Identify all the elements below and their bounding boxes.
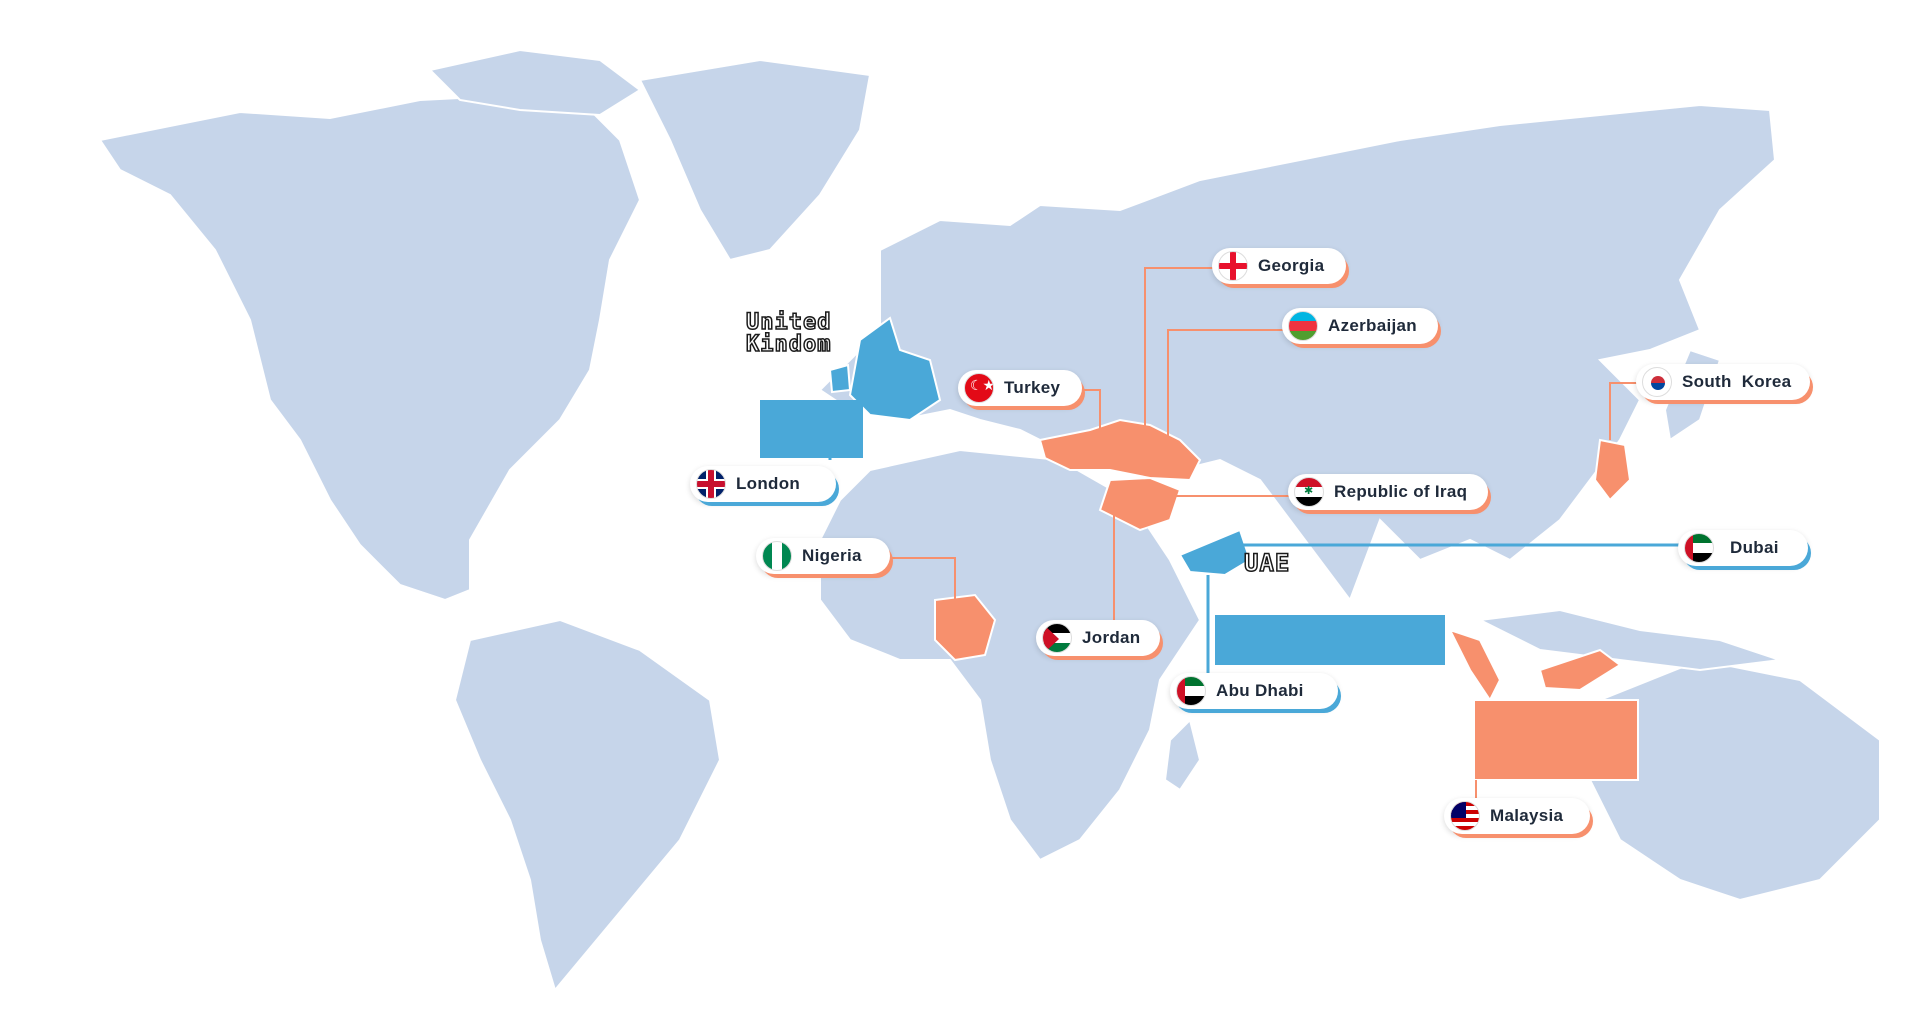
region-malaysia — [1448, 628, 1622, 702]
location-pill-jordan[interactable]: Jordan — [1036, 620, 1160, 656]
uk-region-label: United Kindom — [745, 310, 832, 357]
location-pill-iraq[interactable]: Republic of Iraq — [1288, 474, 1488, 510]
location-label: Abu Dhabi — [1216, 681, 1304, 700]
location-pill-turkey[interactable]: Turkey — [958, 370, 1082, 406]
region-uae — [1178, 528, 1252, 577]
location-label: Azerbaijan — [1328, 316, 1417, 335]
south-america — [453, 618, 722, 993]
region-turkey-caucasus — [1038, 418, 1202, 482]
uae-highlight-box — [1215, 615, 1445, 665]
indonesia — [1476, 608, 1781, 672]
azerbaijan-flag-icon — [1288, 311, 1318, 341]
eurasia — [818, 103, 1777, 603]
location-pill-abu-dhabi[interactable]: Abu Dhabi — [1170, 673, 1338, 709]
location-label: Georgia — [1258, 256, 1325, 275]
location-pill-azerbaijan[interactable]: Azerbaijan — [1282, 308, 1438, 344]
north-america — [98, 93, 642, 602]
iraq-flag-icon — [1294, 477, 1324, 507]
location-pill-georgia[interactable]: Georgia — [1212, 248, 1346, 284]
location-label: Nigeria — [802, 546, 862, 565]
location-pill-london[interactable]: London — [690, 466, 836, 502]
leader-azerbaijan — [1167, 329, 1290, 445]
leader-georgia — [1144, 267, 1220, 440]
location-pill-dubai[interactable]: Dubai — [1678, 530, 1808, 566]
location-label: Republic of Iraq — [1334, 482, 1468, 501]
leader-nigeria — [880, 557, 956, 600]
region-malaysia-box — [1473, 699, 1639, 781]
uk-region-label-line1: United — [745, 310, 832, 335]
uae-region-label: UAE — [1243, 549, 1291, 577]
leader-south-korea — [1609, 382, 1640, 440]
uk-region-label-line2: Kindom — [745, 332, 832, 357]
nigeria-flag-icon — [762, 541, 792, 571]
madagascar — [1163, 718, 1202, 792]
region-iraq-jordan — [1098, 476, 1182, 532]
location-label: South Korea — [1682, 372, 1792, 391]
location-pill-nigeria[interactable]: Nigeria — [756, 538, 890, 574]
location-label: Malaysia — [1490, 806, 1564, 825]
uk-flag-icon — [696, 469, 726, 499]
uae-flag-icon — [1684, 533, 1714, 563]
location-pill-south-korea[interactable]: South Korea — [1636, 364, 1810, 400]
region-south-korea — [1593, 438, 1632, 502]
region-nigeria — [934, 593, 997, 662]
malaysia-flag-icon — [1450, 801, 1480, 831]
location-label: London — [736, 474, 801, 493]
jordan-flag-icon — [1042, 623, 1072, 653]
greenland — [638, 58, 872, 262]
location-label: Jordan — [1082, 628, 1141, 647]
arctic-islands — [428, 48, 642, 117]
south-korea-flag-icon — [1642, 367, 1672, 397]
turkey-flag-icon — [964, 373, 994, 403]
uae-flag-icon — [1176, 676, 1206, 706]
location-label: Dubai — [1730, 538, 1779, 557]
leader-turkey — [1078, 389, 1101, 438]
uk-highlight-box — [760, 400, 863, 458]
location-label: Turkey — [1004, 378, 1061, 397]
georgia-flag-icon — [1218, 251, 1248, 281]
australia — [1588, 658, 1881, 902]
location-pill-malaysia[interactable]: Malaysia — [1444, 798, 1590, 834]
